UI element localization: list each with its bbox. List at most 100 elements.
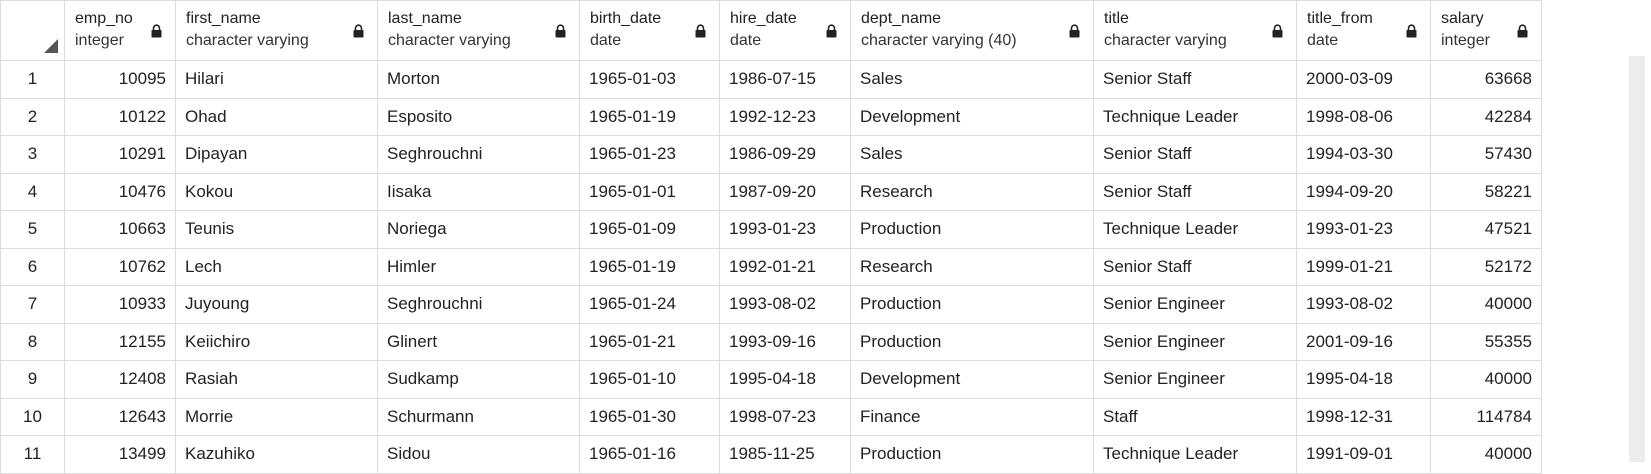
cell-birth-date[interactable]: 1965-01-01 bbox=[579, 172, 720, 211]
cell-hire-date[interactable]: 1993-09-16 bbox=[719, 322, 851, 361]
cell-hire-date[interactable]: 1993-01-23 bbox=[719, 210, 851, 249]
row-number[interactable]: 9 bbox=[0, 360, 65, 399]
row-number[interactable]: 3 bbox=[0, 135, 65, 174]
cell-first-name[interactable]: Rasiah bbox=[175, 360, 378, 399]
cell-emp-no[interactable]: 12155 bbox=[64, 322, 176, 361]
cell-emp-no[interactable]: 10476 bbox=[64, 172, 176, 211]
column-header-dept-name[interactable]: dept_name character varying (40) bbox=[850, 0, 1094, 61]
column-header-title-from[interactable]: title_from date bbox=[1296, 0, 1431, 61]
cell-last-name[interactable]: Esposito bbox=[377, 97, 580, 136]
cell-birth-date[interactable]: 1965-01-24 bbox=[579, 285, 720, 324]
cell-salary[interactable]: 63668 bbox=[1430, 60, 1542, 99]
cell-salary[interactable]: 55355 bbox=[1430, 322, 1542, 361]
select-all-corner[interactable] bbox=[0, 0, 65, 61]
cell-title[interactable]: Senior Staff bbox=[1093, 247, 1297, 286]
cell-birth-date[interactable]: 1965-01-23 bbox=[579, 135, 720, 174]
cell-title-from[interactable]: 2000-03-09 bbox=[1296, 60, 1431, 99]
cell-last-name[interactable]: Schurmann bbox=[377, 397, 580, 436]
cell-hire-date[interactable]: 1986-07-15 bbox=[719, 60, 851, 99]
table-row[interactable]: 9 12408 Rasiah Sudkamp 1965-01-10 1995-04-18 D… bbox=[0, 360, 1542, 399]
cell-hire-date[interactable]: 1985-11-25 bbox=[719, 435, 851, 474]
cell-salary[interactable]: 47521 bbox=[1430, 210, 1542, 249]
cell-salary[interactable]: 40000 bbox=[1430, 360, 1542, 399]
cell-emp-no[interactable]: 12643 bbox=[64, 397, 176, 436]
cell-first-name[interactable]: Kokou bbox=[175, 172, 378, 211]
row-number[interactable]: 7 bbox=[0, 285, 65, 324]
column-header-hire-date[interactable]: hire_date date bbox=[719, 0, 851, 61]
cell-dept-name[interactable]: Research bbox=[850, 247, 1094, 286]
cell-last-name[interactable]: Seghrouchni bbox=[377, 135, 580, 174]
cell-salary[interactable]: 57430 bbox=[1430, 135, 1542, 174]
cell-first-name[interactable]: Hilari bbox=[175, 60, 378, 99]
cell-salary[interactable]: 42284 bbox=[1430, 97, 1542, 136]
row-number[interactable]: 4 bbox=[0, 172, 65, 211]
cell-title-from[interactable]: 1995-04-18 bbox=[1296, 360, 1431, 399]
cell-hire-date[interactable]: 1992-12-23 bbox=[719, 97, 851, 136]
cell-title[interactable]: Staff bbox=[1093, 397, 1297, 436]
cell-title[interactable]: Senior Staff bbox=[1093, 135, 1297, 174]
table-row[interactable]: 2 10122 Ohad Esposito 1965-01-19 1992-12-23 De… bbox=[0, 97, 1542, 136]
table-row[interactable]: 1 10095 Hilari Morton 1965-01-03 1986-07-15 Sa… bbox=[0, 60, 1542, 99]
cell-birth-date[interactable]: 1965-01-03 bbox=[579, 60, 720, 99]
table-row[interactable]: 5 10663 Teunis Noriega 1965-01-09 1993-01-23 P… bbox=[0, 210, 1542, 249]
column-header-birth-date[interactable]: birth_date date bbox=[579, 0, 720, 61]
table-row[interactable]: 11 13499 Kazuhiko Sidou 1965-01-16 1985-11-25… bbox=[0, 435, 1542, 474]
row-number[interactable]: 10 bbox=[0, 397, 65, 436]
cell-last-name[interactable]: Sidou bbox=[377, 435, 580, 474]
cell-birth-date[interactable]: 1965-01-30 bbox=[579, 397, 720, 436]
cell-emp-no[interactable]: 10933 bbox=[64, 285, 176, 324]
cell-title[interactable]: Technique Leader bbox=[1093, 97, 1297, 136]
cell-dept-name[interactable]: Production bbox=[850, 435, 1094, 474]
cell-hire-date[interactable]: 1998-07-23 bbox=[719, 397, 851, 436]
cell-emp-no[interactable]: 12408 bbox=[64, 360, 176, 399]
cell-salary[interactable]: 114784 bbox=[1430, 397, 1542, 436]
cell-last-name[interactable]: Glinert bbox=[377, 322, 580, 361]
cell-dept-name[interactable]: Development bbox=[850, 360, 1094, 399]
cell-last-name[interactable]: Sudkamp bbox=[377, 360, 580, 399]
cell-emp-no[interactable]: 10291 bbox=[64, 135, 176, 174]
cell-first-name[interactable]: Keiichiro bbox=[175, 322, 378, 361]
cell-title[interactable]: Senior Staff bbox=[1093, 172, 1297, 211]
cell-birth-date[interactable]: 1965-01-10 bbox=[579, 360, 720, 399]
cell-title[interactable]: Technique Leader bbox=[1093, 435, 1297, 474]
cell-birth-date[interactable]: 1965-01-16 bbox=[579, 435, 720, 474]
cell-title-from[interactable]: 1998-12-31 bbox=[1296, 397, 1431, 436]
cell-first-name[interactable]: Ohad bbox=[175, 97, 378, 136]
table-row[interactable]: 10 12643 Morrie Schurmann 1965-01-30 1998-07-… bbox=[0, 397, 1542, 436]
cell-dept-name[interactable]: Sales bbox=[850, 135, 1094, 174]
cell-birth-date[interactable]: 1965-01-19 bbox=[579, 247, 720, 286]
cell-emp-no[interactable]: 10095 bbox=[64, 60, 176, 99]
cell-hire-date[interactable]: 1995-04-18 bbox=[719, 360, 851, 399]
cell-first-name[interactable]: Kazuhiko bbox=[175, 435, 378, 474]
cell-title-from[interactable]: 1993-01-23 bbox=[1296, 210, 1431, 249]
cell-hire-date[interactable]: 1986-09-29 bbox=[719, 135, 851, 174]
cell-title[interactable]: Senior Engineer bbox=[1093, 322, 1297, 361]
cell-emp-no[interactable]: 10663 bbox=[64, 210, 176, 249]
table-row[interactable]: 4 10476 Kokou Iisaka 1965-01-01 1987-09-20 Res… bbox=[0, 172, 1542, 211]
cell-first-name[interactable]: Juyoung bbox=[175, 285, 378, 324]
cell-title-from[interactable]: 2001-09-16 bbox=[1296, 322, 1431, 361]
cell-last-name[interactable]: Seghrouchni bbox=[377, 285, 580, 324]
cell-dept-name[interactable]: Production bbox=[850, 210, 1094, 249]
row-number[interactable]: 5 bbox=[0, 210, 65, 249]
row-number[interactable]: 2 bbox=[0, 97, 65, 136]
row-number[interactable]: 8 bbox=[0, 322, 65, 361]
cell-salary[interactable]: 40000 bbox=[1430, 435, 1542, 474]
cell-first-name[interactable]: Dipayan bbox=[175, 135, 378, 174]
cell-dept-name[interactable]: Research bbox=[850, 172, 1094, 211]
cell-emp-no[interactable]: 10122 bbox=[64, 97, 176, 136]
cell-title-from[interactable]: 1999-01-21 bbox=[1296, 247, 1431, 286]
column-header-last-name[interactable]: last_name character varying bbox=[377, 0, 580, 61]
cell-first-name[interactable]: Morrie bbox=[175, 397, 378, 436]
column-header-emp-no[interactable]: emp_no integer bbox=[64, 0, 176, 61]
row-number[interactable]: 1 bbox=[0, 60, 65, 99]
cell-title[interactable]: Senior Engineer bbox=[1093, 285, 1297, 324]
cell-salary[interactable]: 52172 bbox=[1430, 247, 1542, 286]
cell-title-from[interactable]: 1994-03-30 bbox=[1296, 135, 1431, 174]
table-row[interactable]: 6 10762 Lech Himler 1965-01-19 1992-01-21 Rese… bbox=[0, 247, 1542, 286]
column-header-salary[interactable]: salary integer bbox=[1430, 0, 1542, 61]
cell-hire-date[interactable]: 1987-09-20 bbox=[719, 172, 851, 211]
cell-title[interactable]: Senior Engineer bbox=[1093, 360, 1297, 399]
cell-emp-no[interactable]: 13499 bbox=[64, 435, 176, 474]
cell-birth-date[interactable]: 1965-01-19 bbox=[579, 97, 720, 136]
